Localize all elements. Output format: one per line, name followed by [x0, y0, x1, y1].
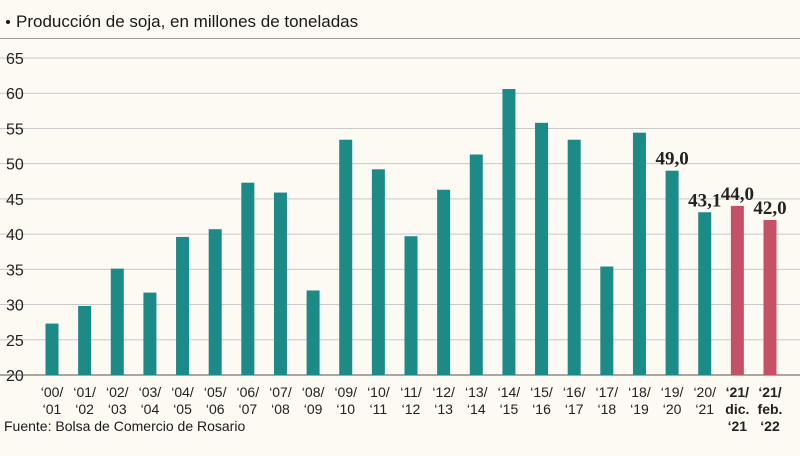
x-tick-label: ‘01/	[73, 384, 96, 400]
y-tick-label: 20	[6, 368, 24, 385]
x-tick-label: ‘03/	[139, 384, 162, 400]
data-label: 42,0	[753, 198, 786, 219]
y-tick-label: 60	[6, 86, 24, 103]
data-label: 43,1	[688, 190, 721, 211]
x-tick-label: ‘07	[238, 401, 257, 417]
x-tick-label: ‘09/	[334, 384, 357, 400]
x-tick-label: ‘04	[141, 401, 160, 417]
x-tick-label: ‘11	[370, 401, 388, 417]
x-tick-label: ‘19	[630, 401, 649, 417]
x-tick-label: ‘03	[108, 401, 127, 417]
y-tick-label: 40	[6, 227, 24, 244]
bar	[45, 323, 59, 375]
bar	[143, 292, 157, 375]
x-tick-label: ‘06	[206, 401, 225, 417]
y-tick-label: 50	[6, 157, 24, 174]
x-tick-label: ‘19/	[661, 384, 684, 400]
x-tick-label: ‘15	[500, 401, 519, 417]
y-tick-label: 45	[6, 192, 24, 209]
x-tick-label: ‘01	[43, 401, 62, 417]
x-tick-label: ‘21	[695, 401, 714, 417]
x-tick-label: ‘17/	[596, 384, 619, 400]
x-tick-label: ‘09	[304, 401, 323, 417]
x-tick-label: ‘10	[336, 401, 355, 417]
bar	[437, 189, 451, 375]
x-tick-label: ‘14	[467, 401, 486, 417]
bullet-icon	[6, 20, 10, 24]
bar	[665, 170, 679, 375]
x-tick-label: ‘06/	[237, 384, 260, 400]
bar	[110, 268, 124, 375]
data-label: 49,0	[655, 149, 688, 170]
bar	[469, 154, 483, 375]
bar	[698, 212, 712, 375]
y-tick-label: 25	[6, 333, 24, 350]
x-tick-label: ‘08/	[302, 384, 325, 400]
x-tick-label: ‘12	[402, 401, 421, 417]
x-tick-label: ‘20	[663, 401, 682, 417]
x-tick-label: ‘20/	[693, 384, 716, 400]
x-tick-label: ‘21	[728, 418, 748, 434]
x-tick-label: ‘22	[760, 418, 780, 434]
x-tick-label: ‘21/	[726, 384, 749, 400]
x-tick-label: ‘18/	[628, 384, 651, 400]
x-tick-label: ‘16	[532, 401, 551, 417]
bar	[306, 290, 320, 375]
x-tick-label: ‘04/	[171, 384, 194, 400]
x-tick-label: ‘05/	[204, 384, 227, 400]
bar	[502, 88, 516, 376]
bar	[241, 182, 255, 375]
source-note: Fuente: Bolsa de Comercio de Rosario	[4, 418, 246, 434]
x-tick-label: feb.	[758, 401, 783, 417]
bar	[535, 122, 549, 375]
x-tick-label: ‘05	[173, 401, 192, 417]
x-tick-label: ‘08	[271, 401, 290, 417]
x-tick-label: ‘15/	[530, 384, 553, 400]
x-tick-label: ‘13/	[465, 384, 488, 400]
y-tick-label: 55	[6, 121, 24, 138]
chart-title-row: Producción de soja, en millones de tonel…	[4, 10, 358, 34]
data-label: 44,0	[721, 184, 754, 205]
y-tick-label: 30	[6, 298, 24, 315]
x-tick-label: ‘02/	[106, 384, 129, 400]
x-tick-label: ‘13	[434, 401, 453, 417]
x-tick-label: ‘18	[597, 401, 616, 417]
bar	[567, 139, 581, 375]
bar-estimate	[763, 220, 777, 375]
bar	[371, 169, 385, 375]
bar	[176, 236, 190, 375]
x-tick-label: ‘00/	[41, 384, 64, 400]
bar	[632, 132, 646, 375]
x-tick-label: dic.	[725, 401, 749, 417]
bar	[600, 266, 614, 375]
title-divider	[0, 38, 800, 39]
y-tick-label: 35	[6, 262, 24, 279]
x-tick-label: ‘02	[75, 401, 94, 417]
x-tick-label: ‘10/	[367, 384, 390, 400]
y-tick-label: 65	[6, 51, 24, 68]
bar	[404, 236, 418, 375]
x-tick-label: ‘11/	[400, 384, 422, 400]
x-tick-label: ‘16/	[563, 384, 586, 400]
x-tick-label: ‘21/	[758, 384, 781, 400]
bar-estimate	[730, 205, 744, 375]
x-tick-label: ‘14/	[498, 384, 521, 400]
bar	[208, 229, 222, 375]
bar	[273, 192, 287, 375]
bar	[78, 305, 92, 375]
x-tick-label: ‘17	[565, 401, 584, 417]
bar	[339, 139, 353, 375]
x-tick-label: ‘12/	[432, 384, 455, 400]
chart-title: Producción de soja, en millones de tonel…	[16, 12, 359, 31]
x-tick-label: ‘07/	[269, 384, 292, 400]
